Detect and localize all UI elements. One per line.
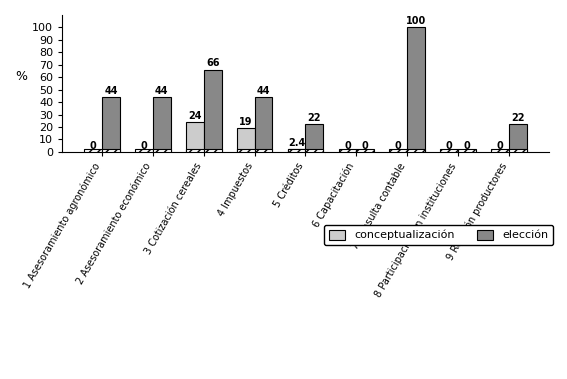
Text: 24: 24 bbox=[188, 111, 202, 121]
Text: 0: 0 bbox=[446, 141, 452, 150]
Bar bbox=[306, 149, 323, 152]
Bar bbox=[338, 149, 356, 152]
Text: 0: 0 bbox=[141, 141, 147, 150]
Text: 22: 22 bbox=[511, 113, 524, 123]
Text: 100: 100 bbox=[406, 16, 426, 26]
Text: 44: 44 bbox=[155, 86, 168, 96]
Text: 2.4: 2.4 bbox=[288, 138, 305, 148]
Bar bbox=[356, 149, 374, 152]
Bar bbox=[135, 149, 153, 152]
Text: 44: 44 bbox=[104, 86, 118, 96]
Text: 0: 0 bbox=[344, 141, 351, 150]
Bar bbox=[153, 149, 171, 152]
Bar bbox=[509, 149, 527, 152]
Legend: conceptualización, elección: conceptualización, elección bbox=[324, 225, 553, 245]
Bar bbox=[255, 149, 272, 152]
Text: 0: 0 bbox=[395, 141, 401, 150]
Text: 0: 0 bbox=[464, 141, 470, 150]
Text: 0: 0 bbox=[497, 141, 503, 150]
Bar bbox=[287, 149, 306, 152]
Bar bbox=[153, 97, 171, 152]
Y-axis label: %: % bbox=[15, 70, 27, 83]
Text: 22: 22 bbox=[308, 113, 321, 123]
Bar bbox=[186, 122, 204, 152]
Bar bbox=[407, 149, 425, 152]
Bar bbox=[102, 149, 120, 152]
Bar bbox=[255, 97, 272, 152]
Text: 0: 0 bbox=[90, 141, 96, 150]
Text: 0: 0 bbox=[362, 141, 369, 150]
Bar bbox=[491, 149, 509, 152]
Bar bbox=[306, 124, 323, 152]
Bar bbox=[102, 97, 120, 152]
Bar bbox=[204, 149, 222, 152]
Bar bbox=[407, 27, 425, 152]
Bar bbox=[458, 149, 476, 152]
Bar bbox=[237, 128, 255, 152]
Text: 19: 19 bbox=[239, 117, 252, 127]
Bar bbox=[186, 149, 204, 152]
Bar bbox=[390, 149, 407, 152]
Bar bbox=[287, 149, 306, 152]
Bar bbox=[84, 149, 102, 152]
Bar bbox=[509, 124, 527, 152]
Bar bbox=[237, 149, 255, 152]
Text: 44: 44 bbox=[257, 86, 270, 96]
Bar bbox=[440, 149, 458, 152]
Text: 66: 66 bbox=[206, 58, 219, 69]
Bar bbox=[204, 70, 222, 152]
